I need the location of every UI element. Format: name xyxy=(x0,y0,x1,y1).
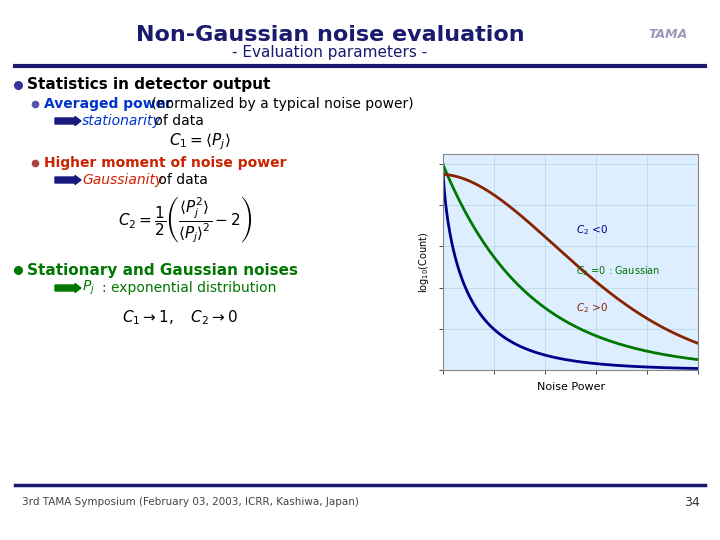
Text: Higher moment of noise power: Higher moment of noise power xyxy=(44,156,287,170)
Text: : exponential distribution: : exponential distribution xyxy=(102,281,276,295)
Text: stationarity: stationarity xyxy=(82,114,162,128)
Text: of data: of data xyxy=(154,173,208,187)
Text: $C_2 = \dfrac{1}{2}\left(\dfrac{\langle P_j^2 \rangle}{\langle P_j \rangle^2} - : $C_2 = \dfrac{1}{2}\left(\dfrac{\langle … xyxy=(118,194,252,245)
FancyArrow shape xyxy=(55,284,81,293)
Text: Averaged power: Averaged power xyxy=(44,97,172,111)
Text: of data: of data xyxy=(150,114,204,128)
Text: $C_2$ <0: $C_2$ <0 xyxy=(576,223,608,237)
Text: Gaussianity: Gaussianity xyxy=(82,173,163,187)
Text: Statistics in detector output: Statistics in detector output xyxy=(27,78,271,92)
Text: TAMA: TAMA xyxy=(649,28,688,40)
Text: 3rd TAMA Symposium (February 03, 2003, ICRR, Kashiwa, Japan): 3rd TAMA Symposium (February 03, 2003, I… xyxy=(22,497,359,507)
Text: Stationary and Gaussian noises: Stationary and Gaussian noises xyxy=(27,262,298,278)
Text: - Evaluation parameters -: - Evaluation parameters - xyxy=(233,45,428,60)
Text: Non-Gaussian noise evaluation: Non-Gaussian noise evaluation xyxy=(135,25,524,45)
Text: $P_j$: $P_j$ xyxy=(82,279,95,297)
FancyArrow shape xyxy=(55,176,81,185)
Text: $C_2$ >0: $C_2$ >0 xyxy=(576,301,608,315)
Text: $C_1 = \langle P_j \rangle$: $C_1 = \langle P_j \rangle$ xyxy=(169,132,231,152)
Text: (normalized by a typical noise power): (normalized by a typical noise power) xyxy=(147,97,413,111)
Text: 34: 34 xyxy=(684,496,700,509)
Text: $C_1 \rightarrow 1, \quad C_2 \rightarrow 0$: $C_1 \rightarrow 1, \quad C_2 \rightarro… xyxy=(122,309,238,327)
Text: $C_2$ =0 : Gaussian: $C_2$ =0 : Gaussian xyxy=(576,264,660,278)
Y-axis label: log$_{10}$(Count): log$_{10}$(Count) xyxy=(417,231,431,293)
FancyArrow shape xyxy=(55,117,81,125)
X-axis label: Noise Power: Noise Power xyxy=(536,382,605,392)
